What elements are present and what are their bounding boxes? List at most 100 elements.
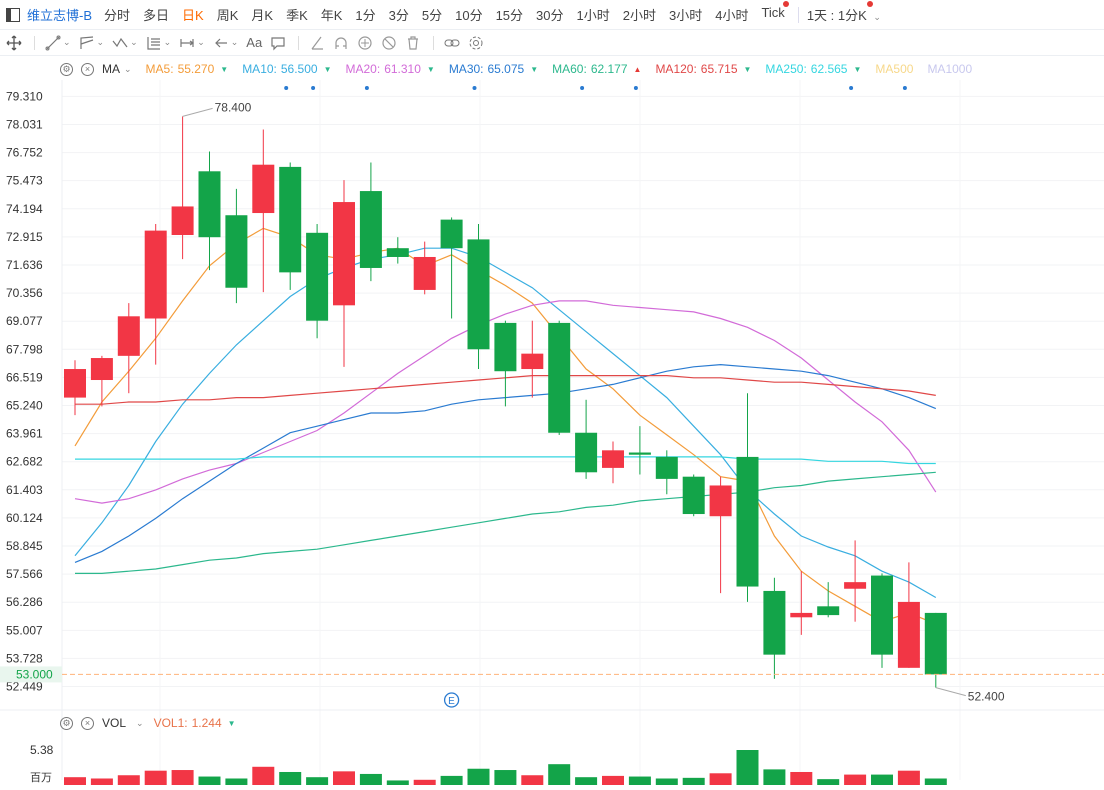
arrow-tool[interactable]: ⌄: [213, 35, 239, 51]
ma-value: 61.310: [384, 62, 421, 76]
ma-item-3[interactable]: MA30: 65.075 ▼: [449, 62, 538, 76]
low-label: 52.400: [968, 690, 1005, 704]
ma-label: MA60:: [552, 62, 587, 76]
timeframe-15[interactable]: 3小时: [668, 8, 703, 23]
ma-item-7[interactable]: MA500: [875, 62, 913, 76]
symbol-name[interactable]: 维立志博-B: [27, 8, 93, 23]
combo-selector[interactable]: 1天 : 1分K ⌄: [806, 1, 881, 24]
timeframe-11[interactable]: 15分: [495, 8, 524, 23]
close-icon[interactable]: ×: [81, 716, 94, 730]
volume-bar: [90, 778, 113, 785]
ma-item-2[interactable]: MA20: 61.310 ▼: [346, 62, 435, 76]
magnet-tool[interactable]: [333, 35, 349, 51]
event-dot: [902, 86, 907, 90]
gear-icon: [469, 36, 483, 49]
volume-title[interactable]: VOL: [102, 716, 127, 730]
triangle-down-icon: ▼: [323, 64, 332, 74]
settings-tool[interactable]: [468, 35, 484, 51]
timeframe-12[interactable]: 30分: [536, 8, 564, 23]
wave-tool[interactable]: ⌄: [112, 35, 138, 51]
ma-label: MA250:: [765, 62, 807, 76]
timeframe-16[interactable]: 4小时: [715, 8, 749, 23]
timeframe-14[interactable]: 2小时: [622, 8, 656, 23]
volume-bar: [871, 774, 893, 785]
ma-item-0[interactable]: MA5: 55.270 ▼: [146, 62, 229, 76]
ma-line-ma20: [74, 300, 937, 504]
event-marker-label: E: [448, 696, 455, 707]
candle-body: [871, 575, 893, 655]
ma-legend: ⚙ × MA ⌄ MA5: 55.270 ▼ MA10: 56.500 ▼ MA20: 61.3…: [60, 58, 986, 80]
volume-bar: [252, 766, 275, 785]
triangle-up-icon: ▲: [633, 64, 642, 74]
indicator-label: MA: [102, 62, 120, 76]
timeframe-13[interactable]: 1小时: [576, 8, 610, 23]
timeframe-9[interactable]: 5分: [421, 8, 443, 23]
price-tick-label: 76.752: [6, 146, 43, 160]
price-tick-label: 63.961: [6, 427, 43, 441]
notification-dot: [782, 1, 789, 7]
link-icon: [444, 39, 460, 46]
hide-icon: [382, 35, 396, 50]
volume-bar: [548, 764, 571, 785]
ma-label: MA500: [875, 62, 914, 76]
volume-bar: [817, 779, 840, 785]
volume-bar: [763, 769, 786, 785]
delete-tool[interactable]: [405, 35, 421, 51]
volume-bar: [521, 775, 544, 785]
event-dot: [580, 86, 585, 90]
price-tick-label: 70.356: [6, 286, 43, 300]
volume-bar: [494, 770, 517, 785]
chevron-down-icon: ⌄: [136, 717, 144, 728]
close-icon[interactable]: ×: [81, 62, 94, 76]
move-icon: [6, 35, 22, 50]
fib-tool[interactable]: ⌄: [146, 35, 171, 51]
timeframe-17[interactable]: Tick: [761, 1, 789, 24]
timeframe-0[interactable]: 分时: [104, 8, 131, 23]
link-tool[interactable]: [444, 35, 460, 51]
combo-label: 1天 : 1分K: [806, 8, 867, 23]
chevron-down-icon: ⌄: [873, 12, 881, 22]
timeframe-1[interactable]: 多日: [143, 8, 170, 23]
candle-body: [521, 353, 544, 370]
settings-icon[interactable]: ⚙: [60, 62, 73, 76]
timeframe-6[interactable]: 年K: [320, 8, 343, 23]
panel-toggle-icon[interactable]: [6, 7, 20, 22]
price-tick-label: 62.682: [6, 455, 43, 469]
candle-body: [494, 322, 517, 372]
price-tick-label: 65.240: [6, 399, 43, 413]
settings-icon[interactable]: ⚙: [60, 716, 73, 730]
volume-bar: [359, 773, 382, 785]
ma-item-6[interactable]: MA250: 62.565 ▼: [765, 62, 861, 76]
event-dot: [284, 86, 289, 90]
chevron-down-icon: ⌄: [230, 37, 239, 47]
ma-item-1[interactable]: MA10: 56.500 ▼: [242, 62, 331, 76]
event-marker-icon: [443, 692, 460, 708]
line-tool[interactable]: ⌄: [45, 35, 71, 51]
volume-bar: [413, 779, 436, 785]
ma-item-4[interactable]: MA60: 62.177 ▲: [552, 62, 641, 76]
price-tick-label: 52.449: [6, 680, 43, 694]
measure-tool[interactable]: ⌄: [179, 35, 205, 51]
ma-value: 62.177: [590, 62, 628, 76]
ma-item-8[interactable]: MA1000: [927, 62, 972, 76]
channel-tool[interactable]: ⌄: [79, 35, 104, 51]
kline-chart[interactable]: 79.310 78.031 76.752 75.473 74.194 72.915 71.6…: [0, 80, 1104, 790]
timeframe-10[interactable]: 10分: [455, 8, 483, 23]
timeframe-5[interactable]: 季K: [286, 8, 308, 23]
candle-body: [279, 166, 302, 273]
timeframe-3[interactable]: 周K: [216, 8, 239, 23]
candle-body: [144, 230, 167, 319]
hide-tool[interactable]: [381, 35, 397, 51]
timeframe-4[interactable]: 月K: [251, 8, 274, 23]
crosshair-tool[interactable]: [6, 35, 22, 51]
comment-tool[interactable]: [270, 35, 286, 51]
ruler-tool[interactable]: [309, 35, 325, 51]
volume-bar: [709, 773, 732, 785]
timeframe-7[interactable]: 1分: [355, 8, 376, 23]
indicator-name[interactable]: MA ⌄: [102, 62, 132, 76]
timeframe-2[interactable]: 日K: [182, 8, 204, 23]
ma-item-5[interactable]: MA120: 65.715 ▼: [655, 62, 751, 76]
timeframe-8[interactable]: 3分: [388, 8, 409, 23]
lock-tool[interactable]: [357, 35, 373, 51]
text-tool[interactable]: Aa: [246, 35, 262, 50]
